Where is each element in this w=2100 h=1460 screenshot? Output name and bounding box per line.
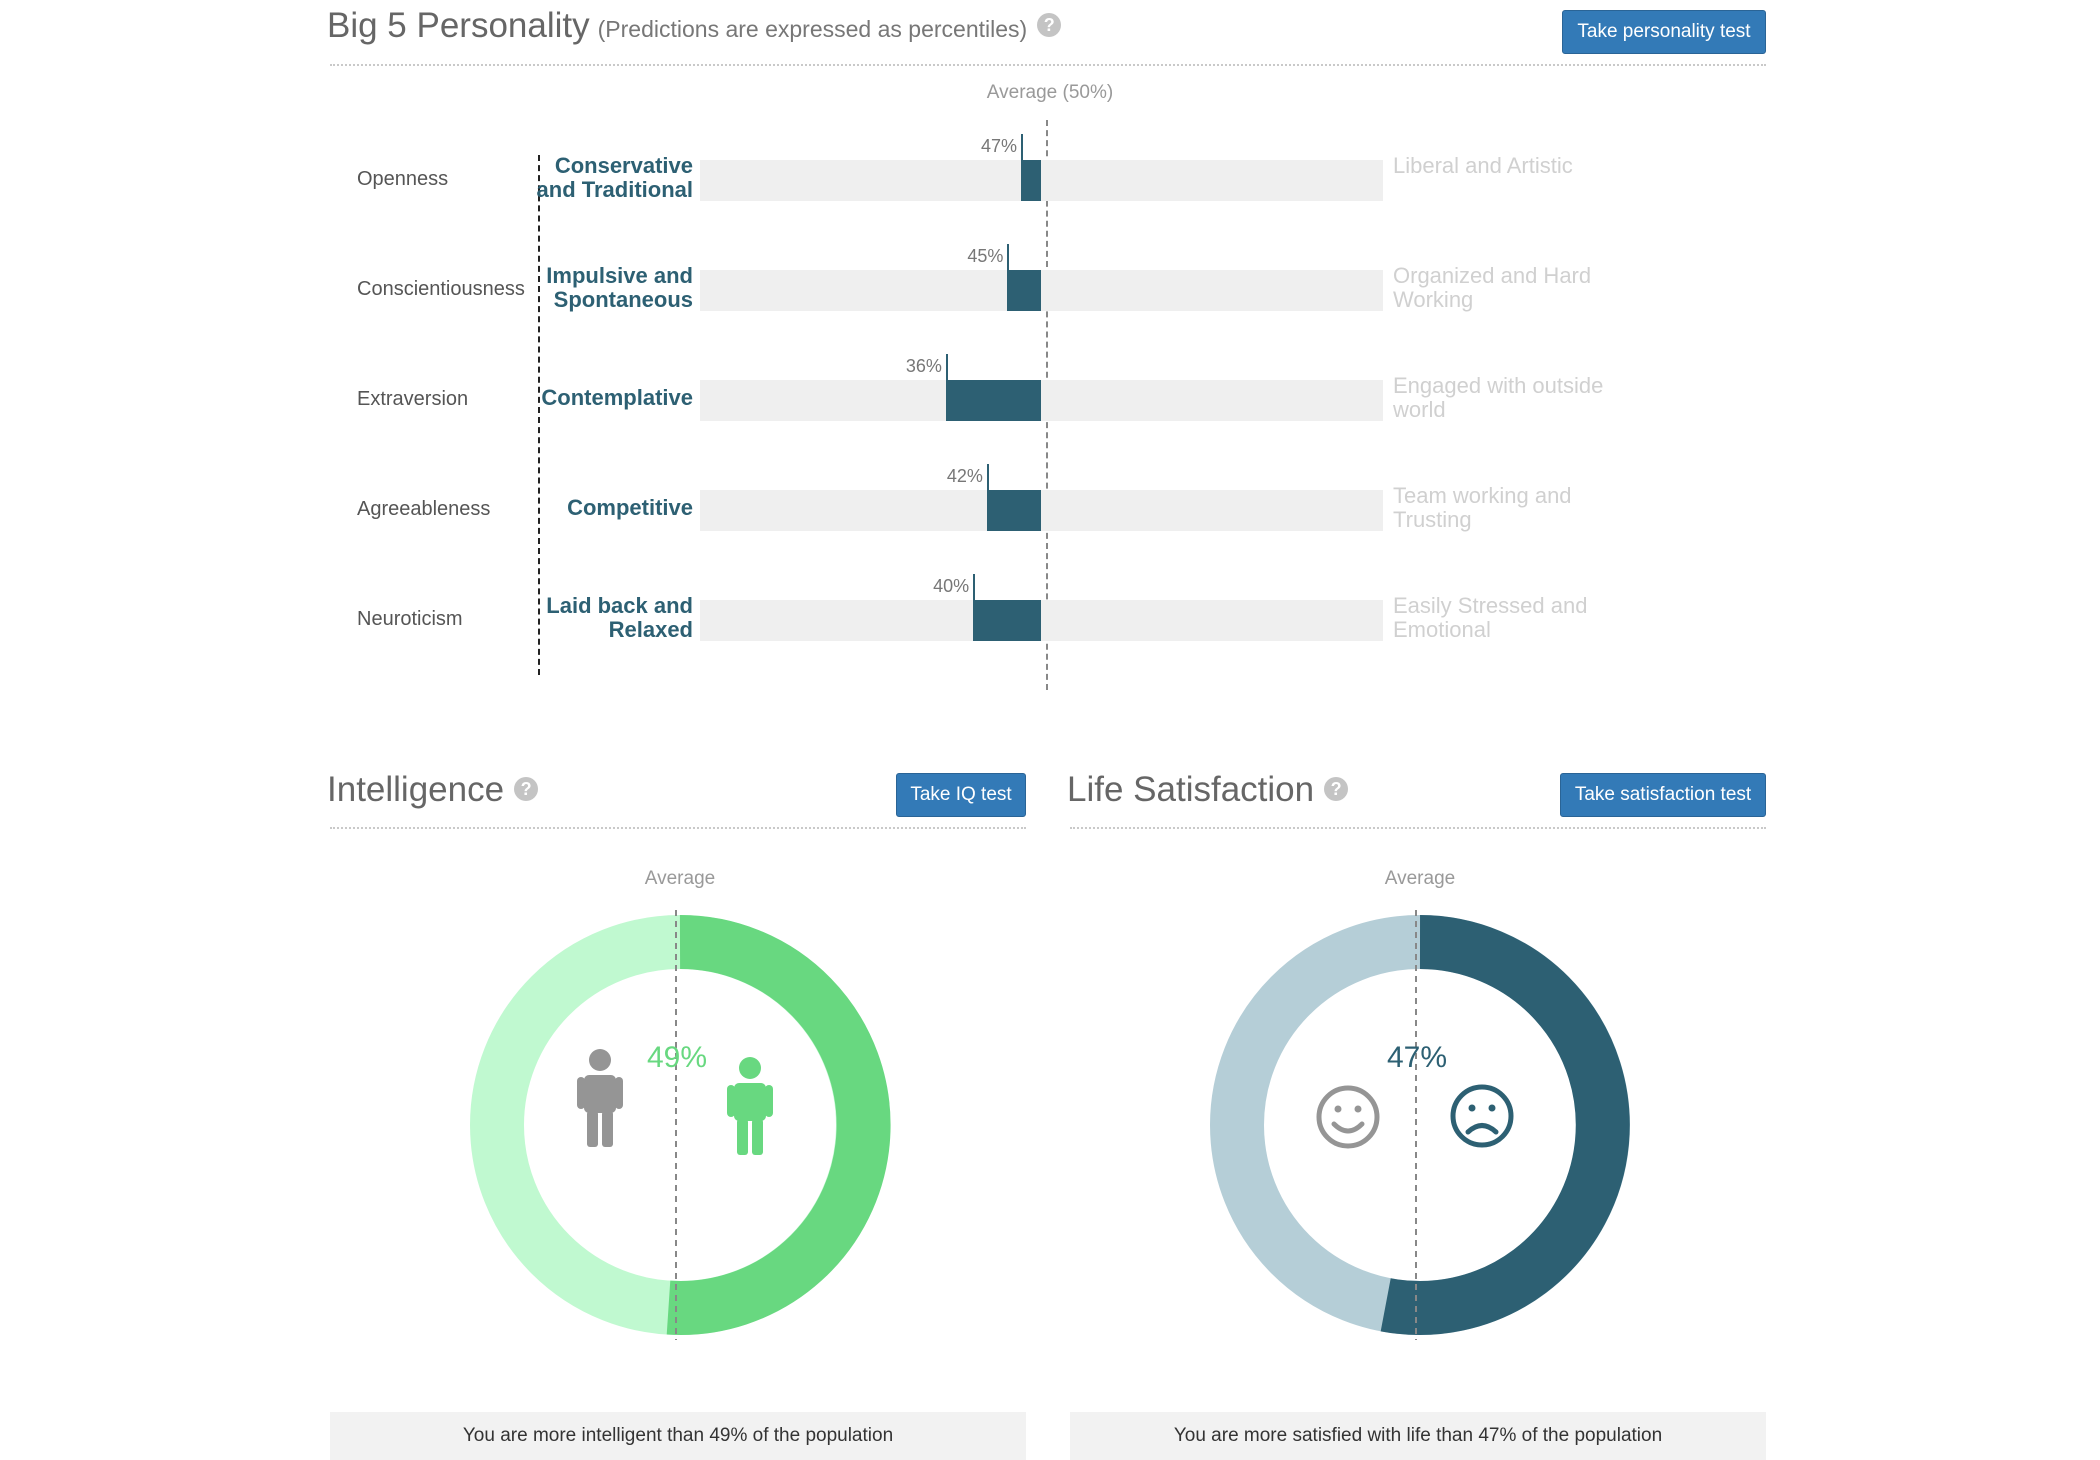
trait-percentile: 36% [905,356,942,376]
trait-bar-track [700,270,1383,311]
intelligence-donut-chart: 49% [470,910,891,1340]
person-icon [577,1049,623,1147]
big5-title-text: Big 5 Personality [327,6,590,45]
life-satisfaction-divider [1070,827,1766,829]
trait-bar-fill [973,600,1042,641]
trait-bar-marker [973,574,976,600]
life-satisfaction-value: 47% [1387,1041,1447,1074]
trait-high-label: Liberal and Artistic [1393,153,1573,178]
smile-icon [1316,1085,1380,1149]
trait-bar-track [700,600,1383,641]
frown-icon [1450,1084,1514,1148]
take-personality-test-button[interactable]: Take personality test [1562,10,1766,54]
help-icon[interactable]: ? [1324,776,1349,801]
trait-name: Extraversion [357,388,469,410]
intelligence-title-text: Intelligence [327,770,505,809]
trait-bar-track [700,490,1383,531]
intelligence-divider [330,827,1026,829]
life-satisfaction-donut-arc [1380,915,1630,1335]
trait-high-label: Engaged with outside world [1393,373,1604,422]
trait-name: Openness [357,168,449,190]
life-satisfaction-summary: You are more satisfied with life than 47… [1070,1412,1766,1460]
trait-name: Neuroticism [357,608,463,630]
trait-bar-fill [1007,270,1042,311]
trait-name: Conscientiousness [357,278,525,300]
life-satisfaction-donut-chart: 47% [1210,910,1630,1340]
big5-subtitle: (Predictions are expressed as percentile… [597,16,1028,42]
big5-divider [330,64,1766,66]
trait-percentile: 45% [967,246,1004,266]
trait-high-label: Easily Stressed and Emotional [1393,593,1588,642]
trait-high-label: Organized and Hard Working [1393,263,1592,312]
life-satisfaction-average-label: Average [1384,868,1456,889]
trait-low-label: Impulsive and Spontaneous [546,263,693,312]
trait-bar-track [700,380,1383,421]
take-iq-test-button[interactable]: Take IQ test [896,773,1026,817]
trait-name: Agreeableness [357,498,491,520]
trait-low-label: Conservative and Traditional [536,153,693,202]
intelligence-summary: You are more intelligent than 49% of the… [330,1412,1026,1460]
trait-bar-fill [986,490,1042,531]
trait-percentile: 42% [946,466,983,486]
help-icon[interactable]: ? [1037,12,1062,37]
trait-percentile: 40% [933,576,970,596]
trait-percentile: 47% [980,136,1017,156]
life-satisfaction-title: Life Satisfaction? [1067,770,1349,810]
trait-bar-marker [1021,134,1023,160]
life-satisfaction-title-text: Life Satisfaction [1067,770,1315,809]
intelligence-value: 49% [647,1041,707,1074]
trait-low-label: Contemplative [541,385,693,410]
intelligence-average-label: Average [644,868,716,889]
take-satisfaction-test-button[interactable]: Take satisfaction test [1560,773,1766,817]
trait-bar-track [700,160,1383,201]
trait-bar-fill [945,380,1042,421]
trait-bar-marker [1007,244,1010,270]
trait-high-label: Team working and Trusting [1393,483,1572,532]
big5-title: Big 5 Personality (Predictions are expres… [327,6,1062,46]
big5-label-divider [538,155,540,675]
intelligence-title: Intelligence? [327,770,539,810]
big5-average-label: Average (50%) [986,82,1114,103]
trait-bar-marker [986,464,989,490]
help-icon[interactable]: ? [514,776,539,801]
intelligence-donut-arc [666,914,891,1335]
trait-bar-marker [945,354,948,380]
trait-bar-fill [1021,160,1042,201]
trait-low-label: Competitive [567,495,693,520]
person-icon [727,1057,773,1155]
trait-low-label: Laid back and Relaxed [546,593,693,642]
